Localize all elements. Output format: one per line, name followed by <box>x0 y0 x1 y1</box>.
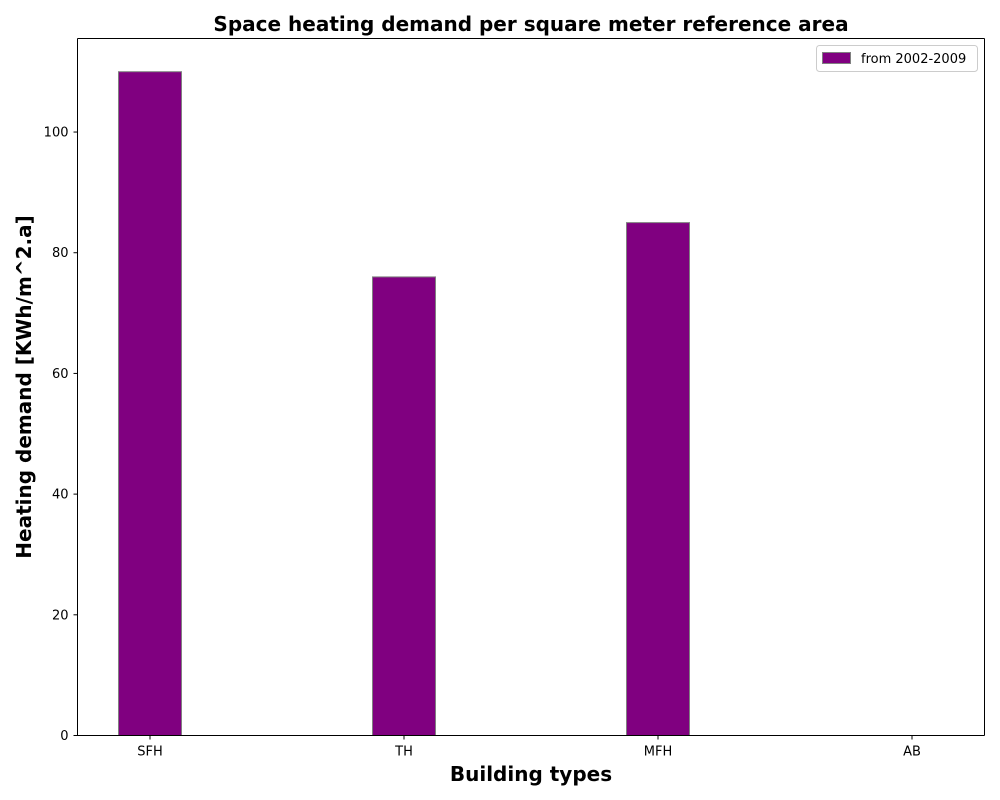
bar-th <box>372 276 436 736</box>
plot-area <box>77 38 985 736</box>
y-axis-ticks: 0 20 40 60 80 100 <box>44 126 78 744</box>
y-tick-label: 0 <box>60 729 68 744</box>
y-tick-label: 80 <box>52 246 69 261</box>
axes-spines <box>77 38 985 736</box>
x-tick-label-mfh: MFH <box>644 745 672 760</box>
bar-mfh <box>626 222 690 737</box>
y-tick-label: 20 <box>52 608 69 623</box>
legend-box <box>816 45 978 72</box>
legend-label: from 2002-2009 <box>861 52 966 67</box>
y-tick-label: 40 <box>52 488 69 503</box>
x-axis-ticks: SFH TH MFH AB <box>137 735 921 760</box>
bars-group <box>118 71 690 737</box>
x-tick-label-ab: AB <box>903 745 921 760</box>
chart-title: Space heating demand per square meter re… <box>213 12 848 36</box>
y-tick-label: 100 <box>44 126 69 141</box>
legend: from 2002-2009 <box>816 45 978 72</box>
bar-sfh <box>118 71 182 736</box>
y-axis-label: Heating demand [KWh/m^2.a] <box>12 215 36 558</box>
legend-swatch <box>822 52 851 64</box>
x-tick-label-sfh: SFH <box>137 745 163 760</box>
x-axis-label: Building types <box>450 762 612 786</box>
x-tick-label-th: TH <box>394 745 413 760</box>
y-tick-label: 60 <box>52 367 69 382</box>
